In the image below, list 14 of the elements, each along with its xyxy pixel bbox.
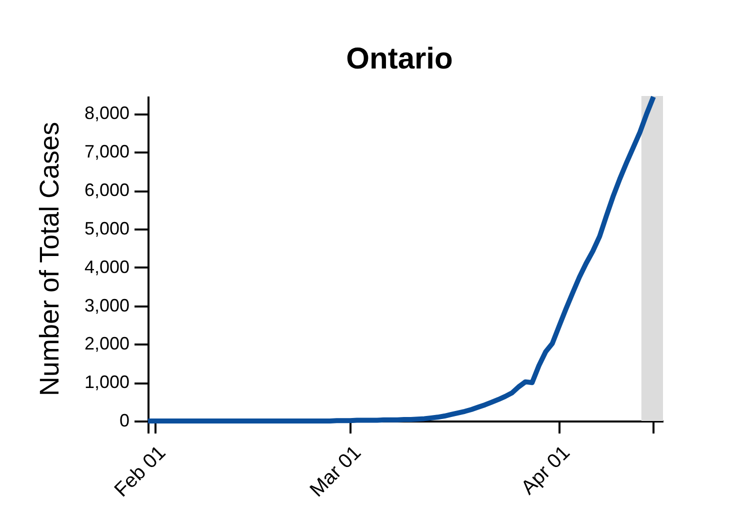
x-tick-label: Feb 01: [110, 442, 170, 502]
y-tick-label: 1,000: [84, 372, 130, 392]
y-tick-label: 0: [119, 410, 130, 430]
x-tick-label: Apr 01: [517, 442, 574, 500]
y-tick-label: 2,000: [84, 334, 130, 354]
y-tick-label: 3,000: [84, 295, 130, 316]
y-tick-label: 7,000: [84, 142, 130, 162]
y-axis-title: Number of Total Cases: [34, 122, 64, 396]
chart-title: Ontario: [346, 42, 453, 76]
y-tick-label: 5,000: [84, 218, 130, 238]
y-tick-label: 4,000: [84, 256, 130, 277]
y-tick-label: 8,000: [84, 103, 130, 124]
y-tick-label: 6,000: [84, 180, 130, 200]
x-tick-label: Mar 01: [306, 442, 366, 502]
